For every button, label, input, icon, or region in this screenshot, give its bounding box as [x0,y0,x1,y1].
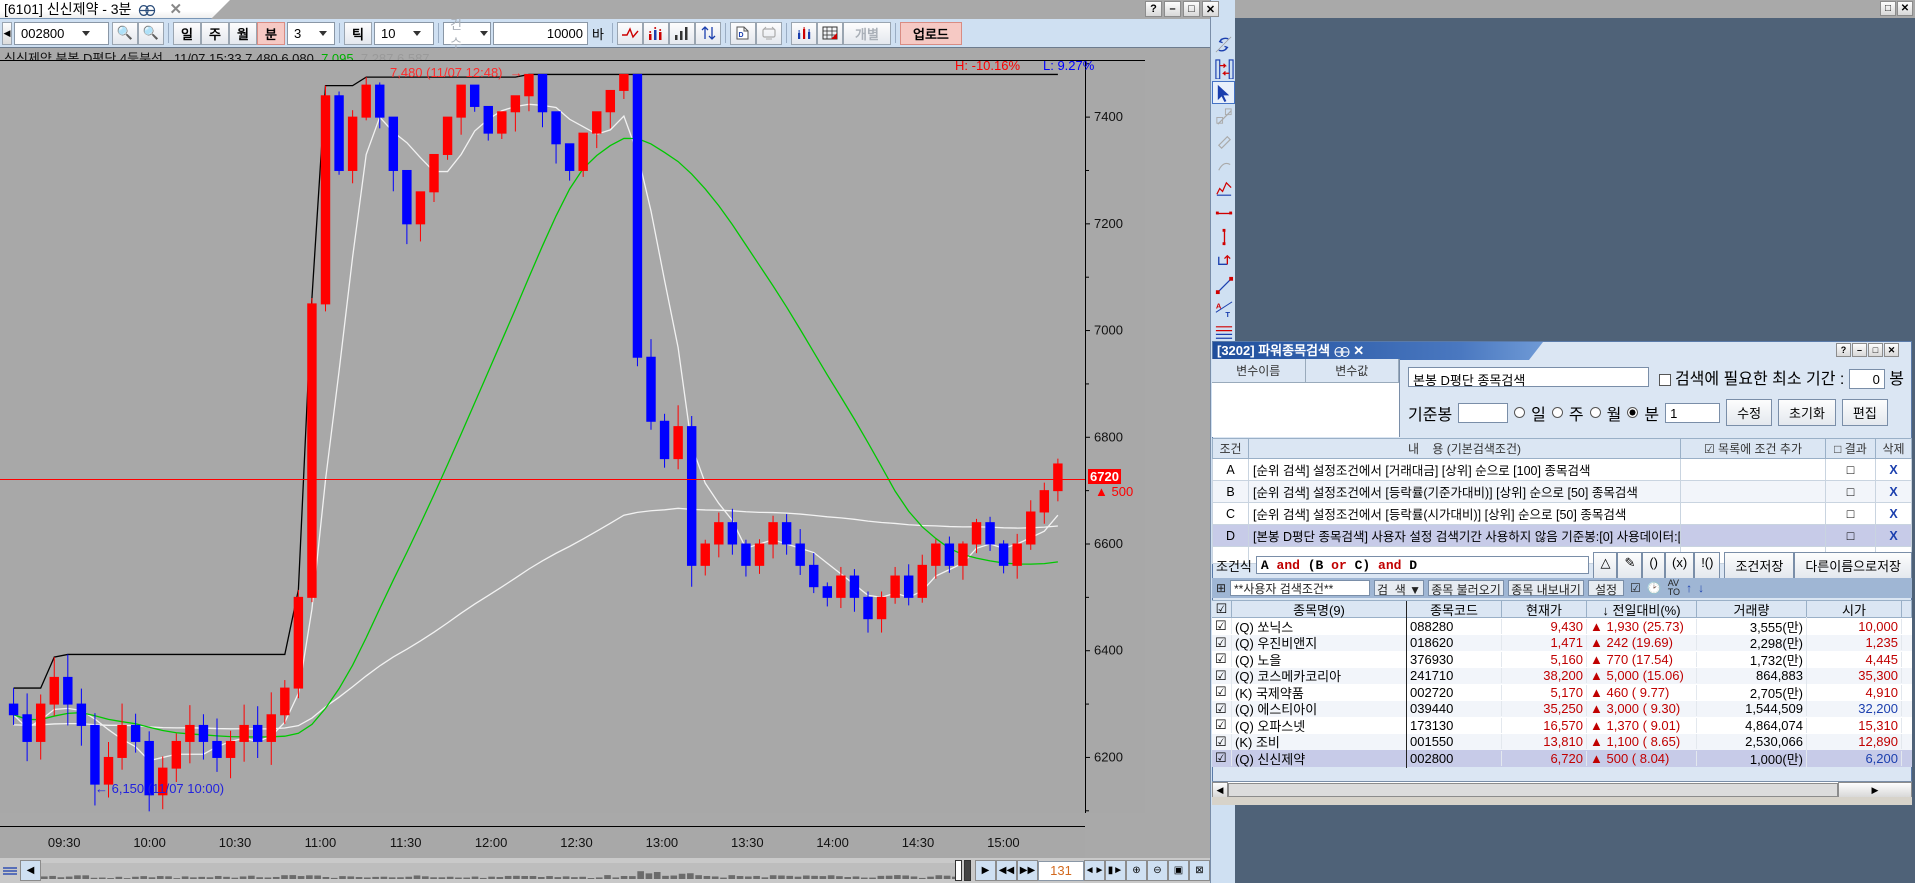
svg-text:6400: 6400 [1094,643,1123,658]
svg-text:7200: 7200 [1094,216,1123,231]
svg-text:6600: 6600 [1094,536,1123,551]
svg-text:7400: 7400 [1094,109,1123,124]
svg-text:T: T [1225,310,1230,319]
svg-text:6800: 6800 [1094,429,1123,444]
svg-text:D: D [738,32,743,39]
svg-text:6200: 6200 [1094,749,1123,764]
svg-text:7000: 7000 [1094,323,1123,338]
